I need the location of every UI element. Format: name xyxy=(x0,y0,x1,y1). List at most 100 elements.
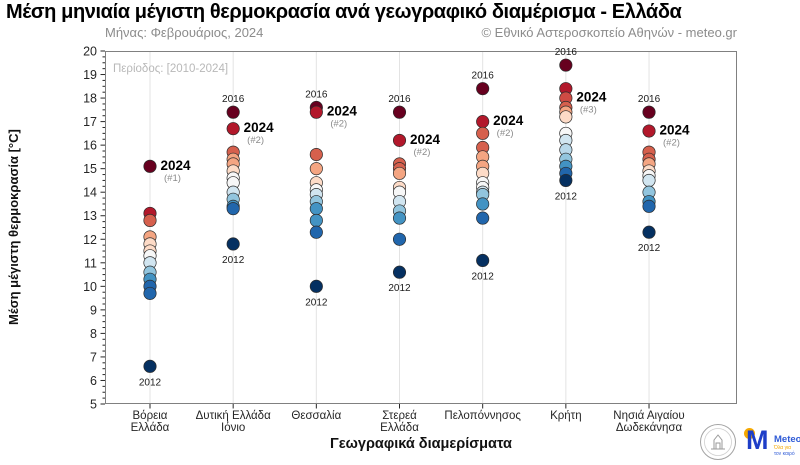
data-point xyxy=(392,166,407,180)
data-point xyxy=(392,133,407,147)
data-point xyxy=(309,105,323,119)
rank-label: (#2) xyxy=(247,135,264,146)
plot-frame xyxy=(105,51,737,404)
data-point xyxy=(642,124,656,138)
x-tick-label: Πελοπόννησος xyxy=(444,410,521,422)
data-point xyxy=(309,213,323,227)
year-label-2024: 2024 xyxy=(327,104,358,119)
rank-label: (#2) xyxy=(330,119,347,130)
x-tick-label: Ιόνιο xyxy=(221,422,245,434)
data-point xyxy=(476,211,490,225)
data-point xyxy=(559,110,573,124)
year-label-below: 2012 xyxy=(388,283,411,294)
y-tick-label: 16 xyxy=(83,139,97,153)
data-point xyxy=(476,126,490,140)
year-label-above: 2016 xyxy=(638,94,661,105)
data-point xyxy=(309,147,323,162)
meteo-logo-tagline-1: Όλα για xyxy=(774,445,792,451)
y-tick-label: 14 xyxy=(83,186,97,200)
year-label-below: 2012 xyxy=(638,243,661,254)
data-point xyxy=(642,199,656,213)
year-label-2024: 2024 xyxy=(660,123,691,138)
data-point xyxy=(226,237,240,251)
period-note: Περίοδος: [2010-2024] xyxy=(113,63,228,75)
y-tick-label: 15 xyxy=(83,162,97,176)
x-tick-label: Ελλάδα xyxy=(380,422,419,434)
data-point xyxy=(143,359,157,373)
year-label-2024: 2024 xyxy=(410,132,441,147)
year-label-below: 2012 xyxy=(305,297,328,308)
x-tick-label: Δυτική Ελλάδα xyxy=(196,410,271,422)
data-point xyxy=(309,225,323,239)
data-point xyxy=(309,279,323,293)
y-tick-label: 12 xyxy=(83,233,97,247)
year-label-2024: 2024 xyxy=(493,113,524,128)
data-point xyxy=(642,225,656,239)
year-label-below: 2012 xyxy=(139,377,162,388)
meteo-logo-dot-icon xyxy=(744,428,755,439)
data-point xyxy=(559,58,573,72)
y-tick-label: 6 xyxy=(90,374,97,388)
year-label-above: 2016 xyxy=(472,71,495,82)
data-point xyxy=(642,105,656,119)
year-label-above: 2016 xyxy=(555,47,578,58)
y-tick-label: 18 xyxy=(83,92,97,106)
observatory-seal-icon xyxy=(700,424,736,460)
data-point xyxy=(143,159,157,173)
year-label-above: 2016 xyxy=(222,94,245,105)
x-tick-label: Δωδεκάνησα xyxy=(616,422,683,434)
year-label-above: 2016 xyxy=(305,89,328,100)
data-point xyxy=(642,173,656,187)
y-tick-label: 5 xyxy=(90,398,97,412)
meteo-logo-name: Meteo xyxy=(774,434,800,445)
data-point xyxy=(143,213,157,227)
meteo-logo-tagline-2: τον καιρό xyxy=(774,451,795,457)
data-point xyxy=(476,82,490,96)
x-axis-label: Γεωγραφικά διαμερίσματα xyxy=(330,436,512,452)
data-point xyxy=(476,197,490,211)
data-point xyxy=(309,202,323,216)
data-point xyxy=(143,286,157,300)
rank-label: (#2) xyxy=(663,138,680,149)
rank-label: (#1) xyxy=(164,173,181,184)
data-point xyxy=(392,265,407,279)
x-tick-label: Νησιά Αιγαίου xyxy=(613,410,684,422)
y-tick-label: 20 xyxy=(83,45,97,59)
y-tick-label: 10 xyxy=(83,280,97,294)
y-tick-label: 13 xyxy=(83,209,97,223)
data-point xyxy=(226,105,240,119)
rank-label: (#3) xyxy=(580,105,597,116)
y-tick-label: 8 xyxy=(90,327,97,341)
data-point xyxy=(226,202,240,216)
year-label-below: 2012 xyxy=(472,271,495,282)
x-tick-label: Κρήτη xyxy=(550,410,582,422)
data-point xyxy=(476,253,490,267)
data-point xyxy=(559,173,573,187)
meteo-logo-m-icon: M xyxy=(746,425,769,455)
data-point xyxy=(392,211,407,225)
y-tick-label: 11 xyxy=(84,256,97,270)
y-tick-label: 7 xyxy=(90,350,97,364)
x-tick-label: Ελλάδα xyxy=(131,422,170,434)
y-tick-label: 17 xyxy=(83,115,97,129)
chart-subtitle-month: Μήνας: Φεβρουάριος, 2024 xyxy=(105,25,264,40)
rank-label: (#2) xyxy=(497,128,514,139)
data-point xyxy=(226,122,240,136)
year-label-below: 2012 xyxy=(222,255,245,266)
x-tick-label: Βόρεια xyxy=(133,410,168,422)
data-point xyxy=(309,162,323,176)
y-tick-label: 9 xyxy=(90,303,97,317)
x-tick-label: Στερεά xyxy=(382,410,417,422)
year-label-2024: 2024 xyxy=(576,90,607,105)
y-tick-label: 19 xyxy=(83,68,97,82)
data-point xyxy=(392,105,407,119)
year-label-below: 2012 xyxy=(555,191,578,202)
x-tick-label: Θεσσαλία xyxy=(291,410,341,422)
rank-label: (#2) xyxy=(414,147,431,158)
data-point xyxy=(476,115,490,129)
year-label-2024: 2024 xyxy=(161,158,192,173)
chart-title: Μέση μηνιαία μέγιστη θερμοκρασία ανά γεω… xyxy=(6,1,682,23)
year-label-above: 2016 xyxy=(388,94,411,105)
